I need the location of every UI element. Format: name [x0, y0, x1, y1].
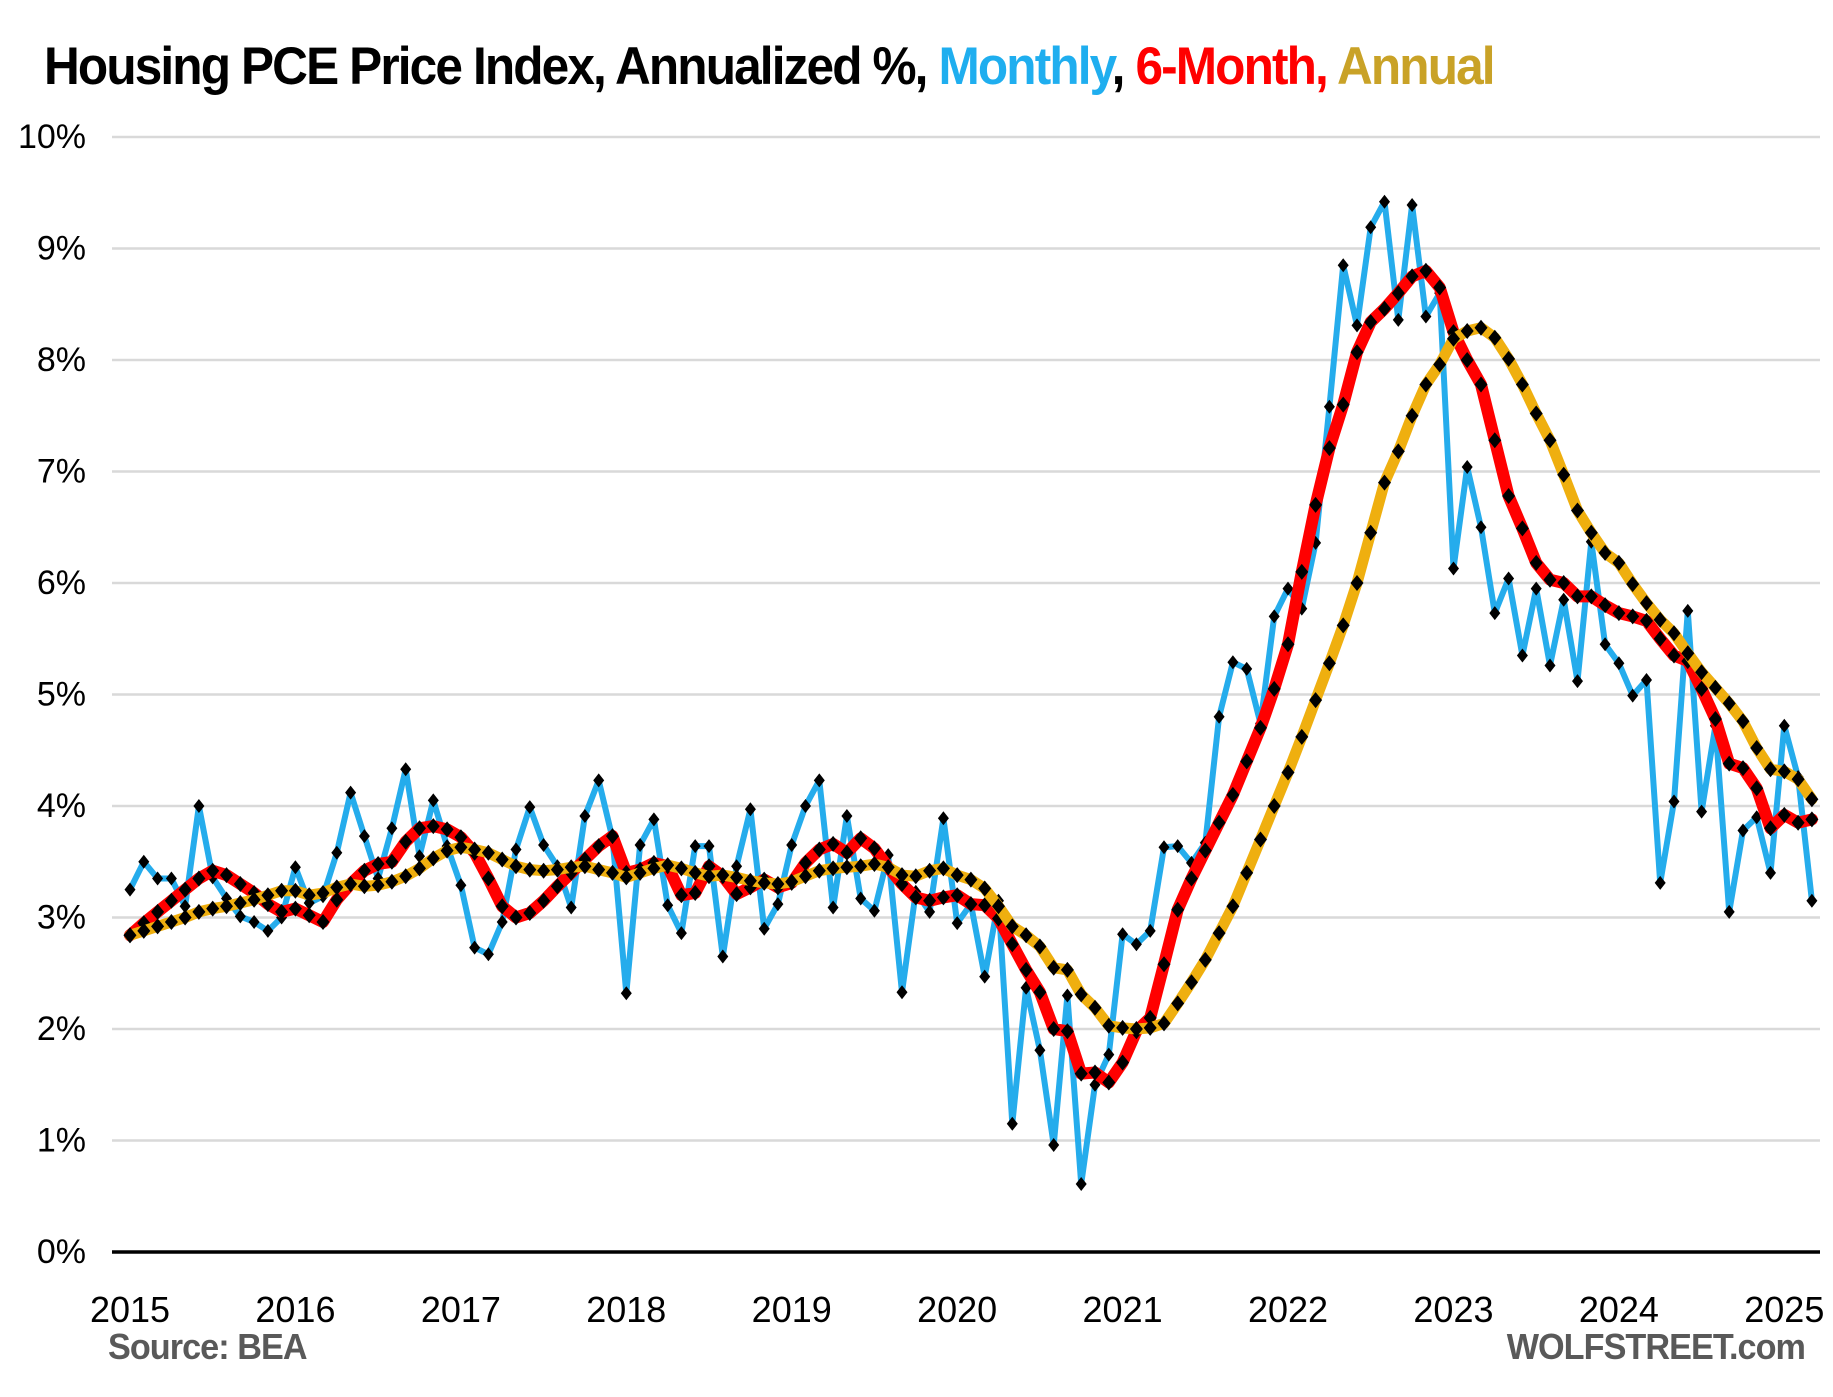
series-line-monthly	[127, 198, 1815, 1187]
y-axis-label-10pct: 10%	[18, 118, 86, 156]
x-axis-label-2020: 2020	[917, 1289, 997, 1330]
series-markers-annual	[123, 319, 1819, 1037]
y-axis-label-1pct: 1%	[37, 1122, 86, 1160]
x-axis-label-2024: 2024	[1579, 1289, 1659, 1330]
title-legend-six-month: 6-Month,	[1135, 37, 1337, 96]
y-axis-label-2pct: 2%	[37, 1010, 86, 1048]
x-axis-label-2019: 2019	[752, 1289, 832, 1330]
y-axis-label-7pct: 7%	[37, 453, 86, 491]
x-axis-label-2025: 2025	[1744, 1289, 1824, 1330]
series-line-six_month	[124, 264, 1818, 1089]
y-axis-label-3pct: 3%	[37, 899, 86, 937]
series-markers-six_month	[123, 262, 1819, 1091]
x-axis-label-2018: 2018	[586, 1289, 666, 1330]
site-watermark: WOLFSTREET.com	[1506, 1326, 1806, 1367]
x-axis-label-2016: 2016	[255, 1289, 335, 1330]
source-note: Source: BEA	[108, 1326, 308, 1367]
title-separator: ,	[1111, 37, 1136, 96]
x-axis-label-2023: 2023	[1413, 1289, 1493, 1330]
y-axis-label-9pct: 9%	[37, 230, 86, 268]
series-markers-monthly	[124, 194, 1818, 1191]
series-line-annual	[124, 322, 1818, 1035]
x-axis-label-2015: 2015	[90, 1289, 170, 1330]
x-axis-label-2017: 2017	[421, 1289, 501, 1330]
title-legend-monthly: Monthly	[938, 37, 1113, 96]
y-axis-label-8pct: 8%	[37, 341, 86, 379]
title-legend-annual: Annual	[1336, 37, 1496, 96]
x-axis-label-2022: 2022	[1248, 1289, 1328, 1330]
x-axis-label-2021: 2021	[1083, 1289, 1163, 1330]
y-axis-label-6pct: 6%	[37, 564, 86, 602]
y-axis-label-4pct: 4%	[37, 787, 86, 825]
y-axis-label-0pct: 0%	[37, 1233, 86, 1271]
y-axis-label-5pct: 5%	[37, 676, 86, 714]
title-main: Housing PCE Price Index, Annualized %,	[44, 37, 939, 96]
chart-title: Housing PCE Price Index, Annualized %, M…	[44, 36, 1727, 97]
